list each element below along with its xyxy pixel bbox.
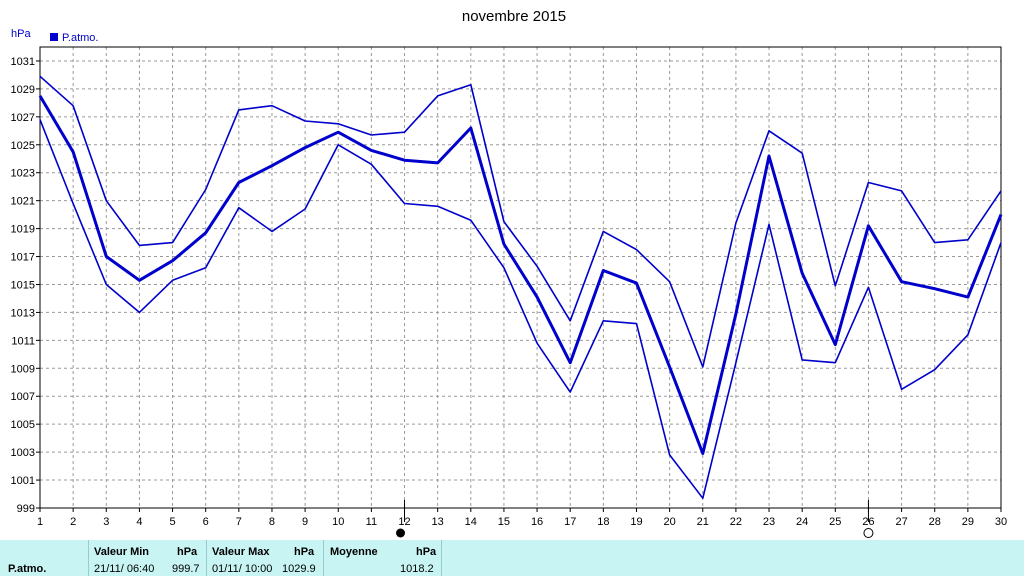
y-tick-label: 1011 xyxy=(11,335,35,347)
x-tick-label: 10 xyxy=(332,516,344,528)
stats-row-label: P.atmo. xyxy=(8,563,47,575)
x-tick-label: 23 xyxy=(763,516,775,528)
x-tick-label: 30 xyxy=(995,516,1007,528)
x-tick-label: 20 xyxy=(663,516,675,528)
y-tick-label: 1017 xyxy=(11,252,35,264)
y-tick-label: 1007 xyxy=(11,391,35,403)
x-tick-label: 24 xyxy=(796,516,808,528)
y-tick-label: 1009 xyxy=(11,363,35,375)
y-tick-label: 1021 xyxy=(11,196,35,208)
legend-label: P.atmo. xyxy=(62,32,99,44)
legend-swatch xyxy=(50,33,58,41)
pressure-chart: 9991001100310051007100910111013101510171… xyxy=(11,8,1007,538)
stats-divider xyxy=(323,540,324,576)
stats-divider xyxy=(88,540,89,576)
x-tick-label: 2 xyxy=(70,516,76,528)
y-axis-ticks: 999 1001 1003 1005 1007 1009 1011 1013 1015 1017 1… xyxy=(11,56,40,515)
x-tick-label: 19 xyxy=(630,516,642,528)
y-tick-label: 1001 xyxy=(11,475,35,487)
x-tick-label: 8 xyxy=(269,516,275,528)
y-tick-label: 1023 xyxy=(11,168,35,180)
full-moon-icon xyxy=(863,528,874,538)
plot-frame xyxy=(39,46,1002,509)
x-tick-label: 17 xyxy=(564,516,576,528)
y-tick-label: 1005 xyxy=(11,419,35,431)
max-series-line xyxy=(39,75,1002,368)
x-tick-label: 18 xyxy=(597,516,609,528)
chart-title: novembre 2015 xyxy=(462,8,566,25)
y-tick-label: 1019 xyxy=(11,224,35,236)
y-tick-label: 1015 xyxy=(11,279,35,291)
x-tick-label: 1 xyxy=(37,516,43,528)
x-tick-label: 5 xyxy=(169,516,175,528)
y-tick-label: 1029 xyxy=(11,84,35,96)
x-tick-label: 3 xyxy=(103,516,109,528)
y-tick-label: 1013 xyxy=(11,307,35,319)
moon-markers xyxy=(396,500,874,538)
new-moon-icon xyxy=(396,528,406,538)
max-value: 1029.9 xyxy=(282,563,316,575)
y-tick-label: 1025 xyxy=(11,140,35,152)
x-tick-label: 22 xyxy=(730,516,742,528)
stats-divider xyxy=(441,540,442,576)
y-tick-label: 999 xyxy=(17,503,35,515)
x-tick-label: 11 xyxy=(366,516,377,528)
x-tick-label: 13 xyxy=(432,516,444,528)
y-tick-label: 1031 xyxy=(11,56,35,68)
x-tick-label: 21 xyxy=(697,516,709,528)
min-header: Valeur Min xyxy=(94,546,150,558)
mean-series-line xyxy=(38,95,1003,455)
series-lines xyxy=(38,75,1003,500)
x-tick-label: 29 xyxy=(962,516,974,528)
grid xyxy=(39,47,1002,509)
min-time: 21/11/ 06:40 xyxy=(94,563,155,575)
x-tick-label: 6 xyxy=(203,516,209,528)
x-axis-ticks: 1 2 3 4 5 6 7 8 9 10 11 12 13 14 15 16 17 18 19 20 21 22 23 24 2… xyxy=(37,508,1007,528)
x-tick-label: 7 xyxy=(236,516,242,528)
max-unit: hPa xyxy=(294,546,315,558)
x-tick-label: 27 xyxy=(895,516,907,528)
avg-header: Moyenne xyxy=(330,546,378,558)
avg-value: 1018.2 xyxy=(400,563,434,575)
x-tick-label: 14 xyxy=(465,516,477,528)
min-series-line xyxy=(39,119,1002,500)
max-header: Valeur Max xyxy=(212,546,270,558)
y-tick-label: 1027 xyxy=(11,112,35,124)
y-axis-unit: hPa xyxy=(11,28,31,40)
x-tick-label: 25 xyxy=(829,516,841,528)
min-unit: hPa xyxy=(177,546,198,558)
y-tick-label: 1003 xyxy=(11,447,35,459)
x-tick-label: 15 xyxy=(498,516,510,528)
avg-unit: hPa xyxy=(416,546,437,558)
stats-divider xyxy=(206,540,207,576)
x-tick-label: 16 xyxy=(531,516,543,528)
x-tick-label: 4 xyxy=(136,516,142,528)
stats-panel: P.atmo. Valeur Min hPa 21/11/ 06:40 999.… xyxy=(0,540,1024,576)
x-tick-label: 9 xyxy=(302,516,308,528)
x-tick-label: 28 xyxy=(929,516,941,528)
max-time: 01/11/ 10:00 xyxy=(212,563,273,575)
min-value: 999.7 xyxy=(172,563,200,575)
